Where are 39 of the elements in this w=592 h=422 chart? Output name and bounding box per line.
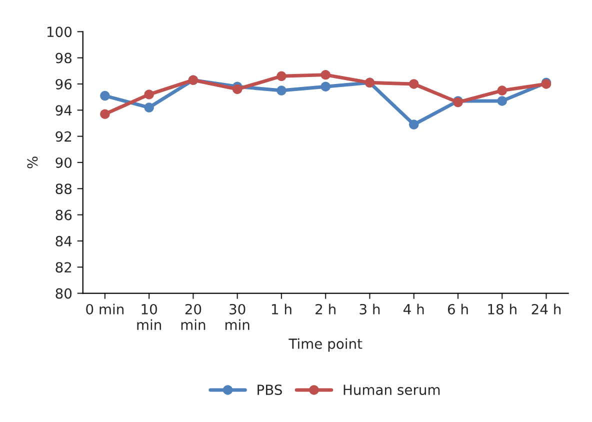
point: [276, 71, 286, 81]
x-tick-label: 3 h: [360, 304, 380, 314]
legend-label: Human serum: [344, 384, 440, 396]
y-tick-label: 86: [56, 210, 72, 220]
point: [497, 96, 507, 106]
x-tick-label: 24 h: [532, 304, 561, 314]
x-tick-label: 4 h: [404, 304, 424, 314]
y-tick-label: 92: [56, 131, 72, 142]
x-tick-label: 6 h: [448, 304, 468, 314]
point: [144, 102, 154, 112]
point: [100, 109, 110, 119]
y-tick-label: 96: [56, 78, 72, 90]
point: [320, 82, 330, 92]
legend-label: PBS: [258, 384, 282, 396]
y-tick-label: 82: [56, 262, 72, 273]
x-tick-label: 10 min: [137, 304, 161, 330]
y-tick-label: 98: [56, 52, 72, 64]
y-tick-label: 90: [56, 157, 72, 168]
y-tick-label: 88: [56, 184, 72, 194]
y-tick-label: 100: [47, 26, 72, 38]
y-tick-label: 80: [56, 288, 72, 299]
x-tick-label: 20 min: [181, 304, 206, 330]
y-tick-label: 94: [56, 105, 72, 116]
point: [100, 90, 110, 101]
x-tick-label: 2 h: [316, 304, 336, 314]
x-tick-label: 18 h: [488, 304, 516, 314]
y-tick-label: 84: [56, 236, 72, 246]
x-tick-label: 0 min: [86, 304, 124, 314]
point: [144, 90, 154, 100]
x-tick-label: 1 h: [272, 304, 292, 314]
y-axis-title: %: [27, 156, 38, 168]
point: [409, 120, 419, 130]
point: [320, 70, 330, 80]
point: [232, 84, 242, 94]
x-tick-label: 30 min: [226, 304, 250, 330]
point: [409, 79, 419, 89]
x-axis-title: Time point: [288, 338, 362, 352]
point: [276, 86, 286, 96]
point: [497, 86, 507, 96]
